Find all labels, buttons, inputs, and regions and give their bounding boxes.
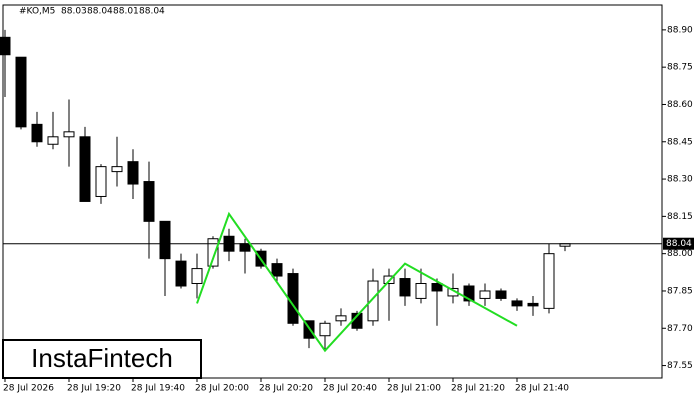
x-tick-label: 28 Jul 21:20 [451,384,505,394]
candle-body [527,302,539,307]
candle-body [111,166,123,173]
candle-body [495,290,507,299]
candle-body [335,315,347,322]
candle-body [175,260,187,287]
x-tick-label: 28 Jul 19:40 [131,384,185,394]
y-tick-label: 88.60 [667,100,693,110]
pattern-line [196,211,518,353]
candle-body [543,253,555,309]
candle-body [79,136,91,202]
candle-body [159,220,171,260]
y-tick-label: 87.55 [667,361,693,371]
ohlc-close: 88.04 [139,7,165,17]
logo-box [2,339,202,379]
x-tick-label: 28 Jul 20:20 [259,384,313,394]
x-tick-label: 28 Jul 2026 [3,384,54,394]
y-tick-label: 88.00 [667,249,693,259]
candle-body [239,243,251,252]
candle-body [463,285,475,302]
plot-frame [2,4,663,379]
candle-body [367,280,379,322]
y-tick-label: 88.15 [667,212,693,222]
ohlc-high: 88.04 [87,7,113,17]
candle-body [431,283,443,292]
candle-body [95,166,107,197]
y-tick-label: 88.90 [667,25,693,35]
x-tick-label: 28 Jul 21:00 [387,384,441,394]
last-price-box [663,237,694,250]
candle-body [15,56,27,128]
candle-body [63,131,75,138]
last-price-label: 88.04 [666,239,692,249]
candle-body [143,181,155,222]
candle-body [47,136,59,145]
chart-title: #KO,M5 [19,7,55,17]
logo: InstaFintech [31,343,173,373]
candle-body [511,300,523,307]
candle-body [415,283,427,299]
x-tick-label: 28 Jul 19:20 [67,384,121,394]
y-tick-label: 88.30 [667,175,693,185]
x-tick-label: 28 Jul 21:40 [515,384,569,394]
y-tick-label: 87.85 [667,286,693,296]
ohlc-low: 88.01 [113,7,139,17]
candle-body [0,36,11,56]
candle-body [191,268,203,285]
candle-body [479,290,491,299]
candle-body [399,278,411,297]
candle-body [271,263,283,277]
ohlc-open: 88.03 [61,7,87,17]
y-tick-label: 88.45 [667,137,693,147]
candle-body [207,238,219,267]
y-tick-label: 87.70 [667,324,693,334]
candle-body [127,161,139,185]
plot-area: 88.90 88.75 88.60 88.45 88.30 88.15 88.00 87.85… [0,25,694,394]
x-tick-label: 28 Jul 20:40 [323,384,377,394]
y-tick-label: 88.75 [667,63,693,73]
x-tick-label: 28 Jul 20:00 [195,384,249,394]
candle-body [31,123,43,143]
candle-body [319,322,331,337]
